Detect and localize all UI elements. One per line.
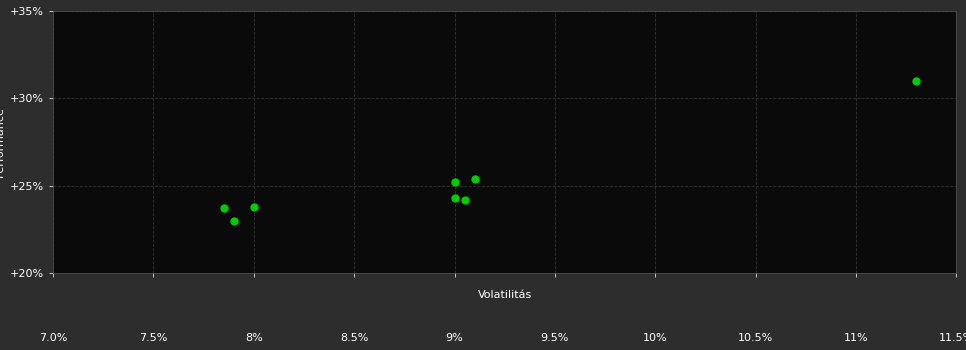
Point [246, 204, 262, 209]
Point [467, 176, 482, 181]
Point [457, 197, 472, 202]
Point [447, 195, 463, 201]
Y-axis label: Performance: Performance [0, 106, 5, 177]
Text: 10.5%: 10.5% [738, 334, 773, 343]
Text: 11.5%: 11.5% [939, 334, 966, 343]
Point [908, 78, 923, 83]
Text: 7.5%: 7.5% [139, 334, 168, 343]
Text: 9%: 9% [445, 334, 464, 343]
Point [447, 179, 463, 185]
Text: 10%: 10% [643, 334, 668, 343]
Text: 9.5%: 9.5% [541, 334, 569, 343]
Text: Volatilitás: Volatilitás [477, 289, 532, 300]
Point [226, 218, 242, 223]
Point [216, 205, 232, 211]
Text: 7.0%: 7.0% [39, 334, 68, 343]
Text: 8%: 8% [245, 334, 263, 343]
Text: 8.5%: 8.5% [340, 334, 368, 343]
Text: 11%: 11% [843, 334, 868, 343]
